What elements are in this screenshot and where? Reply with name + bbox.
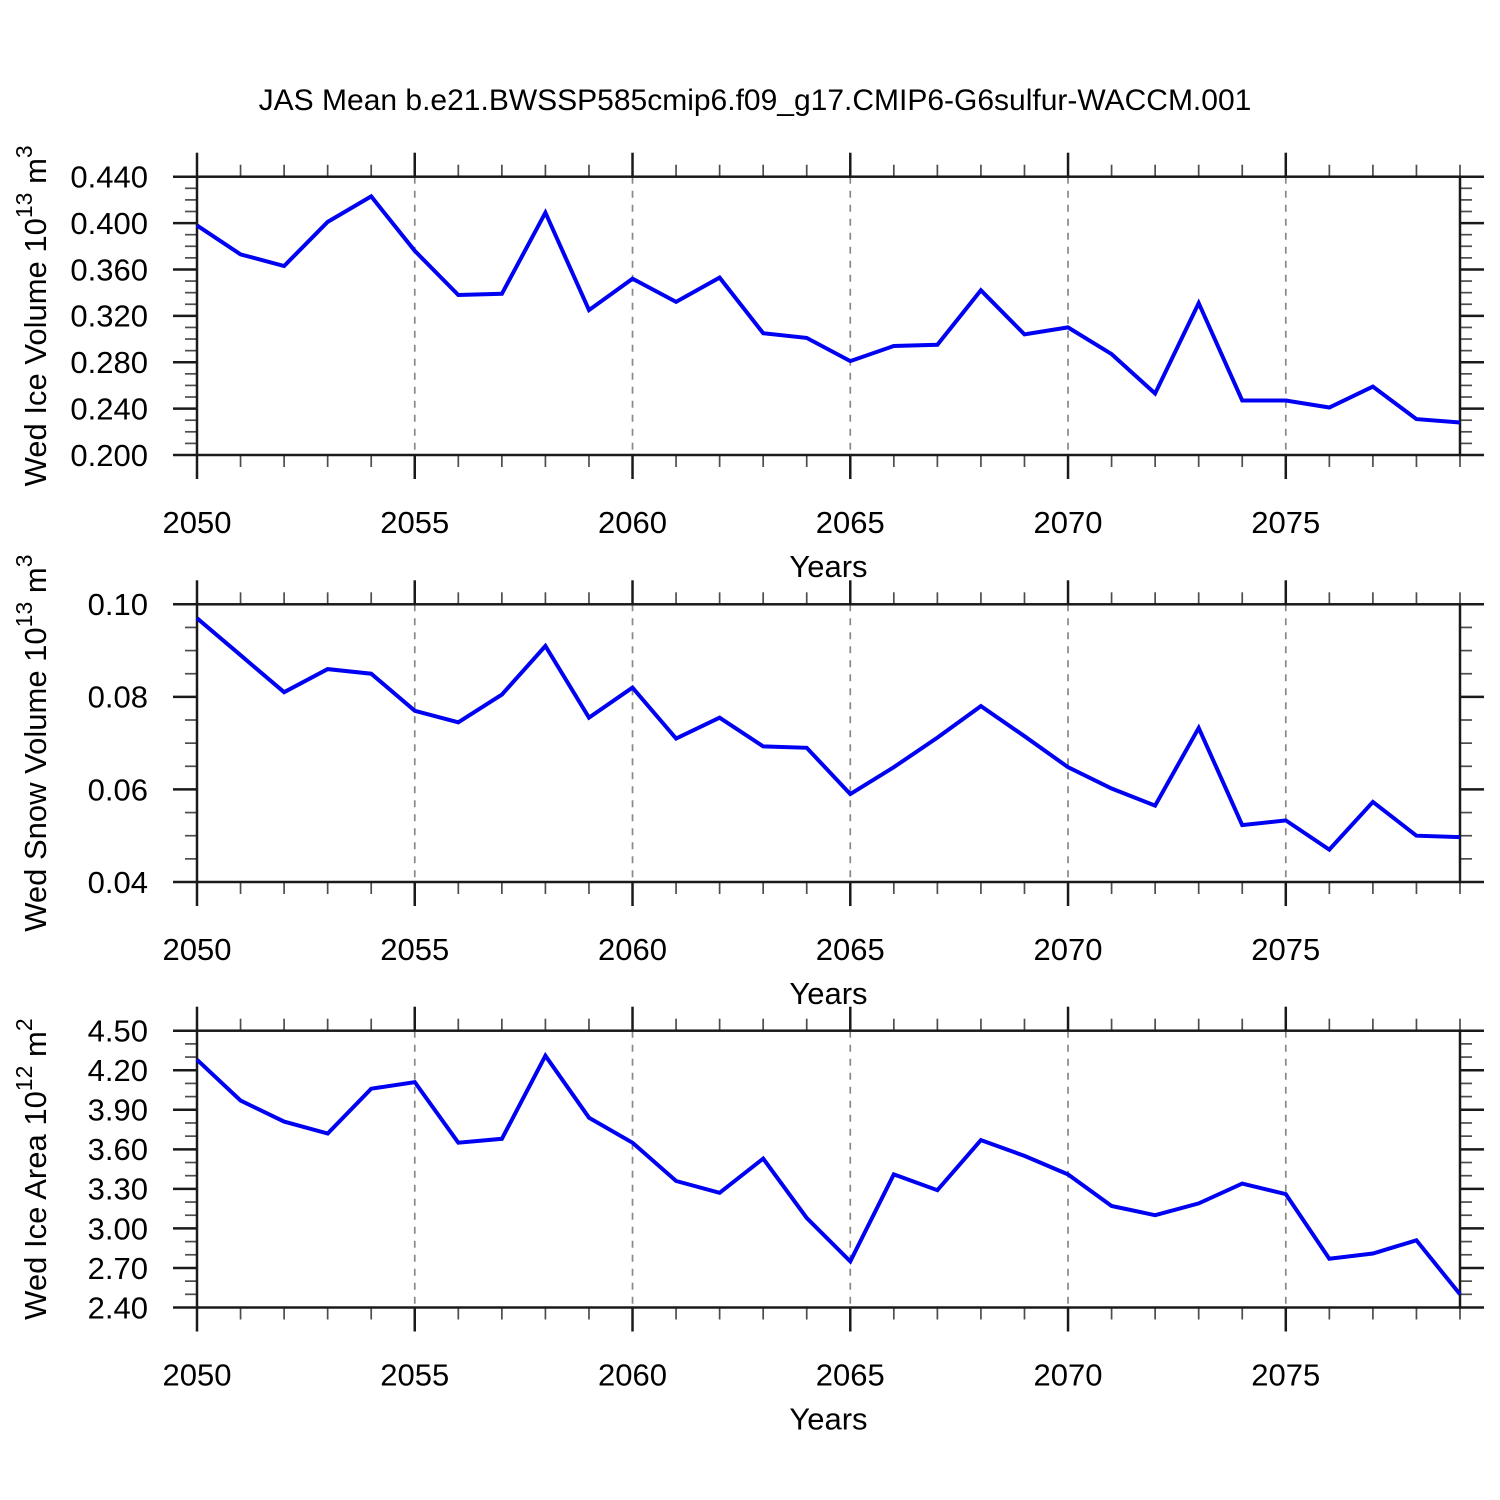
y-tick-label: 0.360 xyxy=(70,252,148,287)
y-tick-label: 0.440 xyxy=(70,160,148,195)
x-axis-title: Years xyxy=(789,1401,867,1436)
wed-snow-volume-line xyxy=(195,616,1461,853)
x-tick-label: 2060 xyxy=(598,505,667,540)
y-tick-label: 0.10 xyxy=(88,587,148,622)
wed-ice-area-line xyxy=(195,1051,1462,1296)
y-tick-label: 3.30 xyxy=(88,1172,148,1207)
x-tick-label: 2055 xyxy=(380,932,449,967)
x-tick-label: 2055 xyxy=(380,1357,449,1392)
x-tick-label: 2070 xyxy=(1034,505,1103,540)
wed-ice-volume-line xyxy=(195,193,1461,425)
x-tick-label: 2065 xyxy=(816,505,885,540)
y-tick-label: 4.20 xyxy=(88,1053,148,1088)
y-axis-title: Wed Snow Volume 1013 m3 xyxy=(11,555,53,932)
y-axis-title: Wed Ice Area 1012 m2 xyxy=(11,1018,53,1319)
plot-box xyxy=(195,175,1462,457)
x-tick-label: 2060 xyxy=(598,932,667,967)
y-tick-label: 0.400 xyxy=(70,206,148,241)
y-tick-label: 3.90 xyxy=(88,1093,148,1128)
x-tick-label: 2055 xyxy=(380,505,449,540)
y-tick-label: 2.70 xyxy=(88,1251,148,1286)
chart-wed-ice-area: 2.40 2.70 3.00 3.30 3.60 3.90 4.20 4.50 2050 2055… xyxy=(11,1006,1484,1436)
y-tick-label: 3.60 xyxy=(88,1132,148,1167)
x-axis-title: Years xyxy=(789,549,867,584)
y-tick-label: 0.320 xyxy=(70,299,148,334)
y-tick-label: 0.280 xyxy=(70,345,148,380)
y-tick-label: 0.240 xyxy=(70,391,148,426)
y-tick-label: 0.06 xyxy=(88,772,148,807)
chart-wed-snow-volume: 0.04 0.06 0.08 0.10 2050 2055 2060 2065 2070 2075… xyxy=(11,555,1484,1011)
x-tick-label: 2050 xyxy=(163,505,232,540)
x-tick-label: 2050 xyxy=(163,932,232,967)
plot-box xyxy=(195,603,1462,884)
plot-box xyxy=(195,1029,1462,1309)
y-tick-label: 4.50 xyxy=(88,1014,148,1049)
chart-wed-ice-volume: 0.200 0.240 0.280 0.320 0.360 0.400 0.440 2050 2… xyxy=(11,145,1484,584)
x-tick-label: 2050 xyxy=(163,1357,232,1392)
x-tick-label: 2075 xyxy=(1251,932,1320,967)
x-tick-label: 2065 xyxy=(816,1357,885,1392)
page-title: JAS Mean b.e21.BWSSP585cmip6.f09_g17.CMI… xyxy=(258,84,1252,117)
y-tick-label: 2.40 xyxy=(88,1290,148,1325)
x-tick-label: 2070 xyxy=(1034,932,1103,967)
y-tick-label: 3.00 xyxy=(88,1211,148,1246)
y-axis-title: Wed Ice Volume 1013 m3 xyxy=(11,145,53,486)
y-tick-label: 0.200 xyxy=(70,438,148,473)
y-tick-label: 0.08 xyxy=(88,680,148,715)
x-tick-label: 2065 xyxy=(816,932,885,967)
x-tick-label: 2060 xyxy=(598,1357,667,1392)
x-tick-label: 2075 xyxy=(1251,1357,1320,1392)
x-tick-label: 2075 xyxy=(1251,505,1320,540)
x-tick-label: 2070 xyxy=(1034,1357,1103,1392)
x-axis-title: Years xyxy=(789,976,867,1011)
y-tick-label: 0.04 xyxy=(88,865,148,900)
